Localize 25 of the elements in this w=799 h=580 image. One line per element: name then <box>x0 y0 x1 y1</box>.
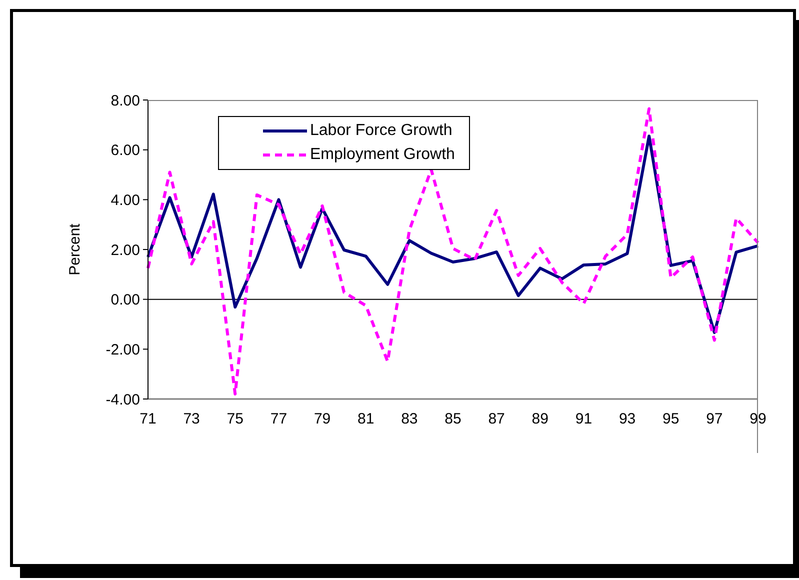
x-tick-label: 99 <box>750 410 766 428</box>
x-tick-label: 97 <box>706 410 723 428</box>
y-axis-title: Percent <box>66 222 84 276</box>
y-tick-label: 8.00 <box>110 92 140 110</box>
x-tick-label: 83 <box>401 410 418 428</box>
y-tick-label: -4.00 <box>106 391 140 408</box>
y-tick-label: -2.00 <box>106 341 140 358</box>
y-tick-label: 0.00 <box>110 292 140 309</box>
y-tick-label: 6.00 <box>110 142 140 160</box>
x-tick-label: 79 <box>314 410 331 428</box>
y-tick-label: 2.00 <box>110 242 140 259</box>
x-tick-label: 71 <box>140 410 156 428</box>
legend-label: Employment Growth <box>310 146 455 164</box>
y-tick-label: 4.00 <box>110 192 140 209</box>
x-tick-label: 91 <box>575 410 592 428</box>
x-tick-label: 77 <box>270 410 288 428</box>
x-tick-label: 81 <box>358 410 374 428</box>
x-tick-label: 93 <box>618 410 636 428</box>
legend-label: Labor Force Growth <box>310 122 452 140</box>
x-tick-label: 85 <box>444 410 462 428</box>
x-tick-label: 95 <box>662 410 680 428</box>
x-tick-label: 87 <box>488 410 505 428</box>
x-tick-label: 89 <box>532 410 548 428</box>
x-tick-label: 75 <box>226 410 244 428</box>
x-tick-label: 73 <box>183 410 200 428</box>
